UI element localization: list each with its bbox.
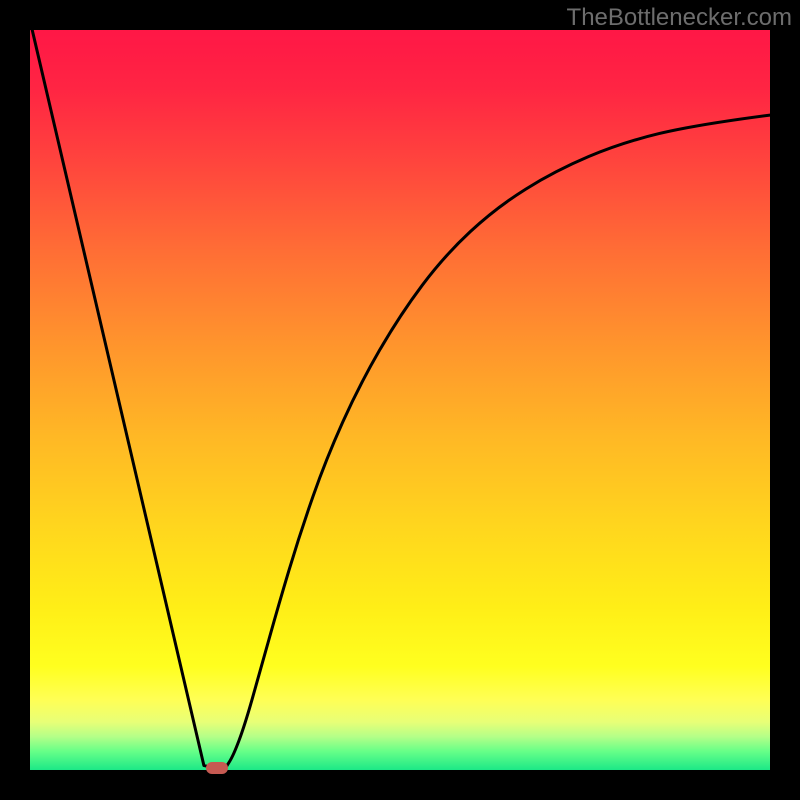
optimal-point-marker bbox=[206, 762, 228, 774]
bottleneck-curve bbox=[32, 30, 770, 768]
chart-frame: TheBottlenecker.com bbox=[0, 0, 800, 800]
curve-layer bbox=[30, 30, 770, 770]
plot-area bbox=[30, 30, 770, 770]
watermark-text: TheBottlenecker.com bbox=[567, 4, 792, 32]
